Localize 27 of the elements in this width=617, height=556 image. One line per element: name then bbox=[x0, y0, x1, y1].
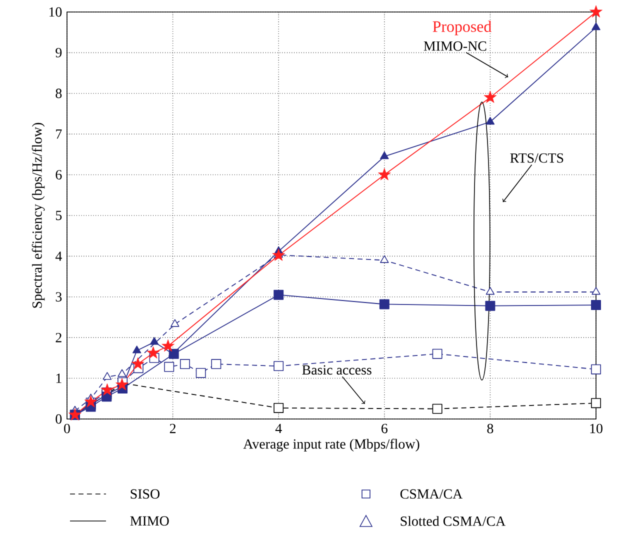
y-tick-label: 8 bbox=[56, 88, 62, 98]
x-tick-label: 0 bbox=[64, 424, 70, 434]
y-tick-label: 2 bbox=[56, 332, 62, 342]
x-tick-label: 4 bbox=[275, 424, 282, 434]
x-tick-label: 2 bbox=[170, 424, 176, 434]
y-tick-label: 5 bbox=[56, 210, 62, 220]
text: SISO bbox=[130, 489, 160, 499]
y-tick-label: 10 bbox=[49, 7, 62, 17]
x-tick-label: 6 bbox=[382, 424, 388, 434]
y-tick-label: 9 bbox=[56, 48, 62, 58]
x-tick-label: 8 bbox=[487, 424, 494, 434]
annotation: MIMO-NC bbox=[424, 41, 486, 51]
y-tick-label: 6 bbox=[56, 170, 62, 180]
y-tick-label: 3 bbox=[56, 292, 62, 302]
text: CSMA/CA bbox=[400, 489, 463, 499]
y-axis-title: Spectral efficiency (bps/Hz/flow) bbox=[32, 122, 45, 308]
text: Slotted CSMA/CA bbox=[400, 516, 506, 526]
y-tick-label: 4 bbox=[55, 252, 62, 261]
annotation: Basic access bbox=[302, 365, 372, 375]
x-axis-title: Average input rate (Mbps/flow) bbox=[243, 438, 420, 452]
y-tick-label: 1 bbox=[56, 374, 62, 383]
y-tick-label: 7 bbox=[56, 130, 62, 139]
annotation: RTS/CTS bbox=[510, 153, 564, 163]
y-tick-label: 0 bbox=[56, 414, 62, 424]
text: MIMO bbox=[130, 516, 169, 526]
x-tick-label: 10 bbox=[590, 424, 602, 434]
text: Proposed bbox=[432, 20, 492, 36]
